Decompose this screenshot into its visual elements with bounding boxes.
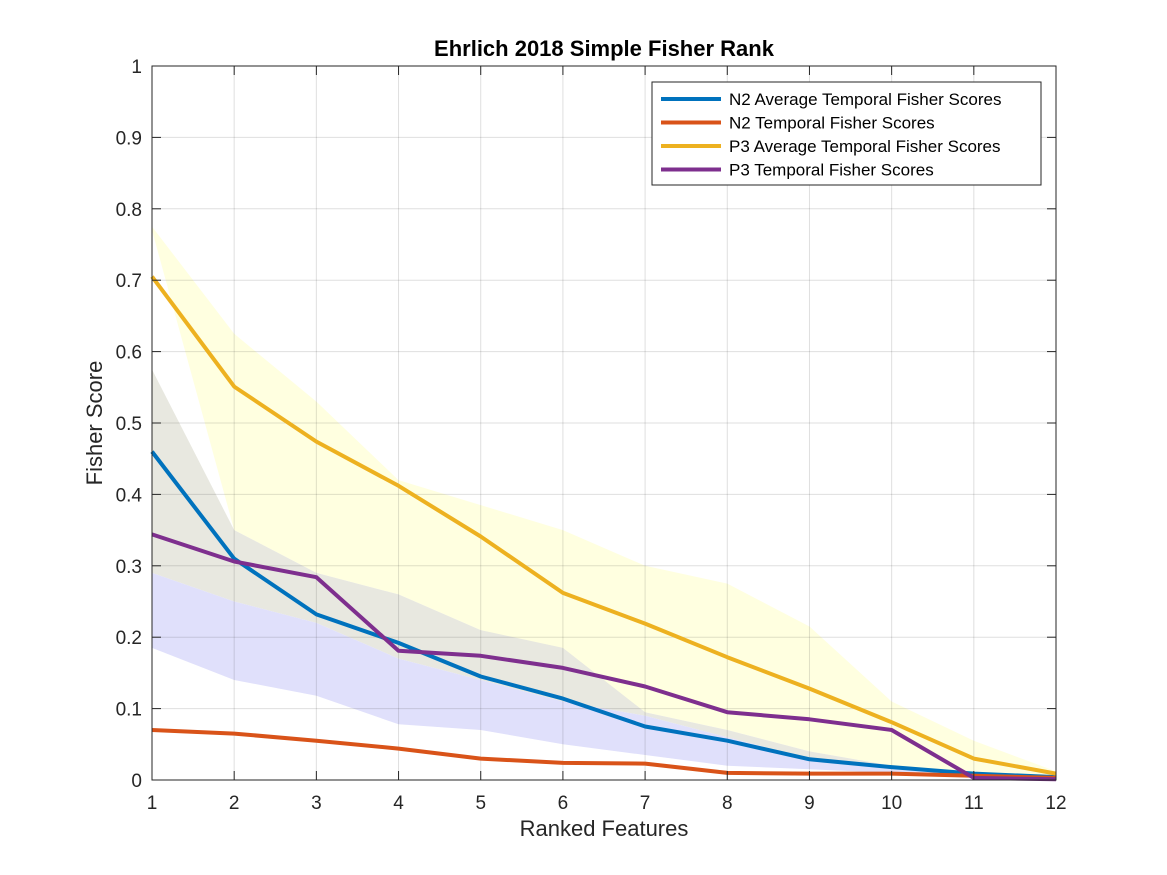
x-axis-label: Ranked Features	[520, 816, 689, 841]
y-tick-label: 0.5	[116, 414, 142, 435]
x-tick-label: 5	[475, 793, 486, 814]
y-tick-labels: 0 0.1 0.2 0.3 0.4 0.5 0.6 0.7 0.8 0.9 1	[116, 57, 143, 792]
x-tick-label: 9	[804, 793, 815, 814]
legend: N2 Average Temporal Fisher Scores N2 Temp…	[651, 81, 1042, 186]
confidence-bands	[152, 226, 1056, 779]
y-tick-label: 0.1	[116, 700, 142, 721]
x-tick-label: 10	[881, 793, 902, 814]
chart-title: Ehrlich 2018 Simple Fisher Rank	[434, 36, 775, 61]
legend-label-2: N2 Temporal Fisher Scores	[729, 114, 935, 133]
x-tick-label: 2	[229, 793, 240, 814]
y-tick-label: 0.9	[116, 128, 142, 149]
x-tick-label: 12	[1045, 793, 1066, 814]
x-tick-label: 3	[311, 793, 322, 814]
y-axis-label: Fisher Score	[82, 361, 107, 486]
y-tick-label: 1	[131, 57, 142, 78]
legend-label-1: N2 Average Temporal Fisher Scores	[729, 90, 1001, 109]
y-tick-label: 0.4	[116, 485, 143, 506]
x-tick-label: 6	[558, 793, 569, 814]
y-tick-label: 0.2	[116, 628, 142, 649]
confidence-band-1	[152, 226, 1056, 777]
series-line-4	[151, 532, 1057, 782]
y-tick-label: 0	[131, 771, 142, 792]
confidence-band-3	[152, 572, 1056, 779]
legend-entries: N2 Average Temporal Fisher Scores N2 Temp…	[661, 90, 1001, 180]
series-line-3	[150, 275, 1057, 776]
series-lines	[150, 275, 1057, 782]
x-tick-label: 7	[640, 793, 651, 814]
y-tick-label: 0.6	[116, 343, 142, 364]
x-tick-label: 4	[393, 793, 404, 814]
x-tick-labels: 1 2 3 4 5 6 7 8 9 10 11 12	[147, 793, 1067, 814]
legend-label-3: P3 Average Temporal Fisher Scores	[729, 137, 1001, 156]
series-line-2	[151, 728, 1057, 780]
x-tick-label: 1	[147, 793, 158, 814]
y-tick-label: 0.7	[116, 271, 142, 292]
x-tick-label: 8	[722, 793, 733, 814]
y-tick-label: 0.3	[116, 557, 142, 578]
axis-ticks	[151, 65, 1057, 781]
legend-label-4: P3 Temporal Fisher Scores	[729, 161, 934, 180]
series-line-1	[150, 450, 1057, 780]
confidence-band-2	[152, 369, 1056, 778]
y-tick-label: 0.8	[116, 200, 142, 221]
x-tick-label: 11	[964, 793, 984, 814]
